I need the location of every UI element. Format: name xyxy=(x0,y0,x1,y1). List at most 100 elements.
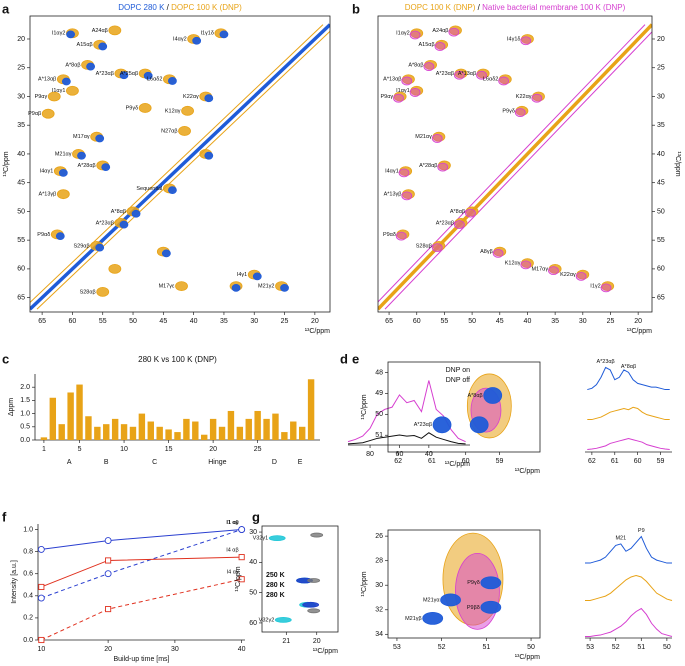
peak-label: A15αβ xyxy=(77,42,93,48)
peak xyxy=(280,283,289,292)
peak-label: A*28αβ xyxy=(419,163,437,169)
peak-label: I4αγ1 xyxy=(385,169,399,175)
peak-label: A*23αβ xyxy=(414,422,432,428)
peak xyxy=(310,532,324,538)
peak xyxy=(440,593,461,607)
y-tick-label: 1.5 xyxy=(20,397,30,404)
bar xyxy=(120,424,128,440)
x-tick-label: 20 xyxy=(311,318,319,325)
bar xyxy=(272,413,279,440)
x-tick-label: 20 xyxy=(209,446,217,453)
peak-label: K22αγ xyxy=(516,94,532,100)
y-tick-label: 40 xyxy=(249,559,257,566)
peak xyxy=(492,248,504,258)
panel-letter: g xyxy=(252,509,260,524)
region-label: A xyxy=(67,459,72,466)
bar xyxy=(156,426,163,440)
x-tick-label: 59 xyxy=(657,458,665,465)
bar xyxy=(174,432,181,440)
diagonal-side xyxy=(384,31,652,310)
diagonal-side xyxy=(30,24,324,304)
peak xyxy=(498,76,510,86)
peak-label: A*8αβ xyxy=(408,62,423,68)
peak-label: K22αγ xyxy=(560,272,576,278)
peak xyxy=(231,283,241,292)
legend-entry: DNP off xyxy=(446,377,470,384)
y-tick-label: 50 xyxy=(657,208,665,215)
series-line xyxy=(587,437,670,451)
x-tick-label: 60 xyxy=(634,458,642,465)
peak xyxy=(274,616,292,623)
x-tick-label: 30 xyxy=(250,318,258,325)
peak xyxy=(307,608,321,614)
panel-letter: c xyxy=(2,351,9,366)
peak xyxy=(204,151,214,160)
y-tick-label: 48 xyxy=(375,369,383,376)
y-tick-label: 40 xyxy=(17,151,25,158)
peak xyxy=(66,85,79,96)
x-tick-label: 62 xyxy=(588,458,596,465)
peak-label: I1αγ2 xyxy=(52,31,66,37)
peak-label: A8γβ xyxy=(480,249,493,255)
peak xyxy=(56,189,70,200)
bar xyxy=(281,432,288,440)
region-label: B xyxy=(104,459,109,466)
panel-letter: b xyxy=(352,1,360,16)
peak xyxy=(480,600,502,614)
plot-area xyxy=(268,532,324,623)
peak xyxy=(175,281,188,292)
peak-label: P9αγ xyxy=(380,94,393,100)
panel-letter: f xyxy=(2,509,7,524)
peak-label: M17γε xyxy=(159,284,175,290)
marker xyxy=(37,594,45,602)
region-label: E xyxy=(298,459,303,466)
x-tick-label: 60 xyxy=(413,318,421,325)
y-tick-label: 65 xyxy=(17,294,25,301)
x-tick-label: 62 xyxy=(394,458,402,465)
marker xyxy=(38,636,45,644)
y-tick-label: 65 xyxy=(657,294,665,301)
title-separator: / xyxy=(475,3,482,12)
x-tick-label: 25 xyxy=(254,446,262,453)
y-tick-label: 45 xyxy=(17,180,25,187)
diagonal-side xyxy=(378,24,646,303)
y-tick-label: 0.6 xyxy=(23,571,33,578)
peak-label: M21γα xyxy=(423,597,440,603)
legend-entry: 280 K xyxy=(266,582,285,589)
x-tick-label: 80 xyxy=(366,451,374,458)
peak-label: A24αβ xyxy=(432,28,448,34)
legend-entry: 280 K xyxy=(266,592,285,599)
y-tick-label: 0.0 xyxy=(23,637,33,644)
peak xyxy=(95,243,105,252)
peak-label: V32γ2 xyxy=(259,617,275,623)
peak xyxy=(108,25,122,36)
x-tick-label: 40 xyxy=(190,318,198,325)
x-tick-label: 51 xyxy=(637,644,645,651)
peak xyxy=(434,42,446,51)
y-tick-label: 35 xyxy=(657,122,665,129)
y-tick-label: 55 xyxy=(17,237,25,244)
peak xyxy=(108,263,122,274)
peak-label: I4γ1 xyxy=(237,272,247,278)
frame xyxy=(387,361,541,453)
x-axis-label: ¹³C/ppm xyxy=(305,328,330,335)
plot-area xyxy=(378,23,652,311)
peak-label: A*13αβ xyxy=(383,77,401,83)
y-tick-label: 60 xyxy=(249,620,257,627)
x-tick-label: 50 xyxy=(468,318,476,325)
bar xyxy=(298,426,306,440)
peak-label: S28αβ xyxy=(416,243,432,249)
x-tick-label: 40 xyxy=(425,451,433,458)
peak-label: A24αβ xyxy=(92,28,108,34)
peak xyxy=(409,30,421,40)
bar xyxy=(307,379,315,440)
chart-title: 280 K vs 100 K (DNP) xyxy=(138,355,217,364)
panel-letter: d xyxy=(340,351,348,366)
bar xyxy=(111,418,119,440)
bar xyxy=(183,418,190,440)
x-tick-label: 53 xyxy=(586,644,594,651)
region-label: Hinge xyxy=(208,459,226,466)
peak xyxy=(168,186,177,195)
marker xyxy=(105,557,112,564)
